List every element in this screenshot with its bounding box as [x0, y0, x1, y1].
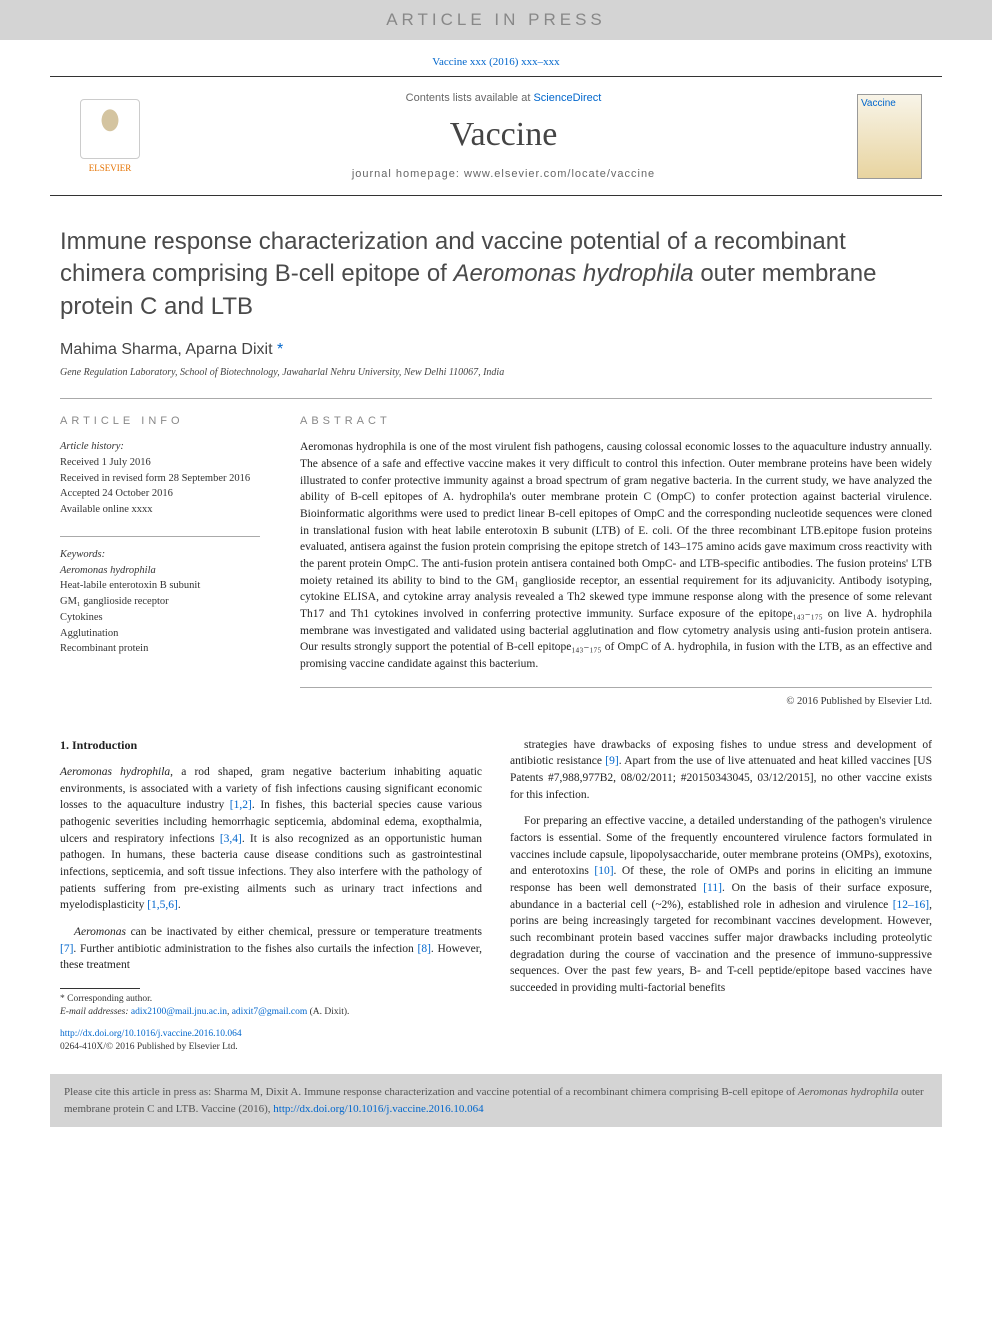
- authors: Mahima Sharma, Aparna Dixit *: [60, 341, 932, 359]
- elsevier-tree-icon: [80, 99, 140, 159]
- doi-block: http://dx.doi.org/10.1016/j.vaccine.2016…: [60, 1028, 482, 1055]
- abstract-text: Aeromonas hydrophila is one of the most …: [300, 439, 932, 687]
- journal-name: Vaccine: [170, 116, 837, 154]
- history-accepted: Accepted 24 October 2016: [60, 486, 260, 502]
- ref-link[interactable]: [8]: [417, 943, 430, 955]
- cite-italic: Aeromonas hydrophila: [798, 1086, 898, 1098]
- contents-prefix: Contents lists available at: [406, 92, 534, 104]
- email-suffix: (A. Dixit).: [307, 1007, 349, 1017]
- elsevier-logo[interactable]: ELSEVIER: [70, 91, 150, 181]
- ref-link[interactable]: [10]: [594, 865, 613, 877]
- keywords-label: Keywords:: [60, 547, 260, 563]
- citation-link[interactable]: Vaccine xxx (2016) xxx–xxx: [432, 56, 559, 68]
- keyword: Agglutination: [60, 626, 260, 642]
- keyword: Recombinant protein: [60, 641, 260, 657]
- body-columns: 1. Introduction Aeromonas hydrophila, a …: [60, 737, 932, 1055]
- abstract-heading: ABSTRACT: [300, 415, 932, 427]
- sciencedirect-link[interactable]: ScienceDirect: [533, 92, 601, 104]
- publisher-name: ELSEVIER: [89, 163, 132, 173]
- homepage-prefix: journal homepage:: [352, 168, 464, 180]
- corresponding-mark[interactable]: *: [277, 341, 283, 358]
- email-link[interactable]: adixit7@gmail.com: [232, 1007, 308, 1017]
- cite-doi-link[interactable]: http://dx.doi.org/10.1016/j.vaccine.2016…: [273, 1103, 483, 1115]
- cite-box: Please cite this article in press as: Sh…: [50, 1074, 942, 1127]
- doi-link[interactable]: http://dx.doi.org/10.1016/j.vaccine.2016…: [60, 1028, 482, 1041]
- ref-link[interactable]: [7]: [60, 943, 73, 955]
- ref-link[interactable]: [1,2]: [230, 799, 252, 811]
- article-history: Article history: Received 1 July 2016 Re…: [60, 439, 260, 518]
- history-label: Article history:: [60, 439, 260, 455]
- affiliation: Gene Regulation Laboratory, School of Bi…: [60, 367, 932, 378]
- homepage-line: journal homepage: www.elsevier.com/locat…: [170, 168, 837, 180]
- header-center: Contents lists available at ScienceDirec…: [170, 92, 837, 180]
- corresponding-note: * Corresponding author.: [60, 993, 482, 1006]
- homepage-url[interactable]: www.elsevier.com/locate/vaccine: [464, 168, 655, 180]
- ref-link[interactable]: [1,5,6]: [147, 899, 178, 911]
- article-info-heading: ARTICLE INFO: [60, 415, 260, 427]
- copyright: © 2016 Published by Elsevier Ltd.: [300, 696, 932, 707]
- email-line: E-mail addresses: adix2100@mail.jnu.ac.i…: [60, 1006, 482, 1019]
- ref-link[interactable]: [9]: [605, 755, 618, 767]
- ref-link[interactable]: [11]: [703, 882, 722, 894]
- abstract-column: ABSTRACT Aeromonas hydrophila is one of …: [300, 415, 932, 706]
- intro-heading: 1. Introduction: [60, 737, 482, 754]
- keyword: Cytokines: [60, 610, 260, 626]
- keyword: Heat-labile enterotoxin B subunit: [60, 578, 260, 594]
- top-citation: Vaccine xxx (2016) xxx–xxx: [0, 48, 992, 76]
- keywords-block: Keywords: Aeromonas hydrophila Heat-labi…: [60, 536, 260, 657]
- intro-para-2: Aeromonas can be inactivated by either c…: [60, 924, 482, 974]
- footnotes: * Corresponding author. E-mail addresses…: [60, 988, 482, 1054]
- intro-para-3: strategies have drawbacks of exposing fi…: [510, 737, 932, 804]
- keyword: GM₁ ganglioside receptor: [60, 594, 260, 610]
- journal-cover-thumb[interactable]: Vaccine: [857, 94, 922, 179]
- history-online: Available online xxxx: [60, 502, 260, 518]
- meta-row: ARTICLE INFO Article history: Received 1…: [60, 398, 932, 706]
- issn-line: 0264-410X/© 2016 Published by Elsevier L…: [60, 1041, 482, 1054]
- history-revised: Received in revised form 28 September 20…: [60, 471, 260, 487]
- article-info-column: ARTICLE INFO Article history: Received 1…: [60, 415, 260, 706]
- contents-line: Contents lists available at ScienceDirec…: [170, 92, 837, 104]
- intro-para-4: For preparing an effective vaccine, a de…: [510, 813, 932, 996]
- intro-para-1: Aeromonas hydrophila, a rod shaped, gram…: [60, 764, 482, 914]
- title-italic: Aeromonas hydrophila: [454, 260, 694, 287]
- history-received: Received 1 July 2016: [60, 455, 260, 471]
- article-content: Immune response characterization and vac…: [0, 226, 992, 1054]
- author-names: Mahima Sharma, Aparna Dixit: [60, 341, 273, 358]
- article-title: Immune response characterization and vac…: [60, 226, 932, 323]
- cover-label: Vaccine: [861, 98, 896, 109]
- cite-prefix: Please cite this article in press as: Sh…: [64, 1086, 798, 1098]
- email-label: E-mail addresses:: [60, 1007, 131, 1017]
- article-in-press-banner: ARTICLE IN PRESS: [0, 0, 992, 40]
- keyword: Aeromonas hydrophila: [60, 563, 260, 579]
- ref-link[interactable]: [12–16]: [893, 899, 929, 911]
- email-link[interactable]: adix2100@mail.jnu.ac.in: [131, 1007, 227, 1017]
- footnote-separator: [60, 988, 140, 989]
- journal-header: ELSEVIER Contents lists available at Sci…: [50, 76, 942, 196]
- ref-link[interactable]: [3,4]: [220, 833, 242, 845]
